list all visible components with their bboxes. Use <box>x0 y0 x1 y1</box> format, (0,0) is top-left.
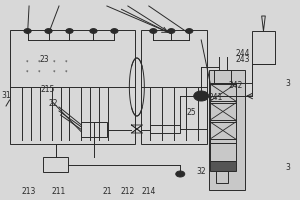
Text: 3: 3 <box>286 79 290 88</box>
Bar <box>210 143 236 161</box>
Bar <box>150 125 180 133</box>
Text: 241: 241 <box>209 94 224 102</box>
Bar <box>214 70 230 83</box>
Circle shape <box>111 29 118 33</box>
Text: 22: 22 <box>48 99 58 108</box>
Bar <box>216 171 228 183</box>
Text: 213: 213 <box>22 186 36 196</box>
Text: *: * <box>38 60 41 64</box>
Circle shape <box>66 29 73 33</box>
Text: 25: 25 <box>187 108 196 117</box>
Text: 31: 31 <box>1 92 11 100</box>
Circle shape <box>90 29 97 33</box>
Circle shape <box>186 29 193 33</box>
Circle shape <box>24 29 31 33</box>
Text: 242: 242 <box>228 82 243 90</box>
Circle shape <box>150 29 157 33</box>
Circle shape <box>176 171 185 177</box>
Text: 32: 32 <box>196 168 206 176</box>
Bar <box>252 31 274 64</box>
Text: *: * <box>38 70 41 74</box>
Text: *: * <box>65 60 68 64</box>
Text: *: * <box>53 60 56 64</box>
Bar <box>210 83 236 143</box>
Text: 23: 23 <box>39 55 49 64</box>
Text: 21: 21 <box>102 186 112 196</box>
Bar <box>10 30 135 144</box>
Bar <box>209 70 244 190</box>
Bar <box>43 157 68 172</box>
Text: 244: 244 <box>236 48 250 58</box>
Bar <box>210 161 236 171</box>
Text: *: * <box>26 70 29 74</box>
Bar <box>82 122 107 137</box>
Text: 215: 215 <box>41 86 55 95</box>
Circle shape <box>194 91 209 101</box>
Text: 3: 3 <box>286 164 290 172</box>
Circle shape <box>45 29 52 33</box>
Bar <box>141 30 207 144</box>
Text: *: * <box>26 60 29 64</box>
Text: *: * <box>53 70 56 74</box>
Text: *: * <box>65 70 68 74</box>
Circle shape <box>168 29 175 33</box>
Text: 212: 212 <box>121 186 135 196</box>
Text: 214: 214 <box>142 186 156 196</box>
Text: 211: 211 <box>52 186 66 196</box>
Text: 243: 243 <box>236 55 250 64</box>
